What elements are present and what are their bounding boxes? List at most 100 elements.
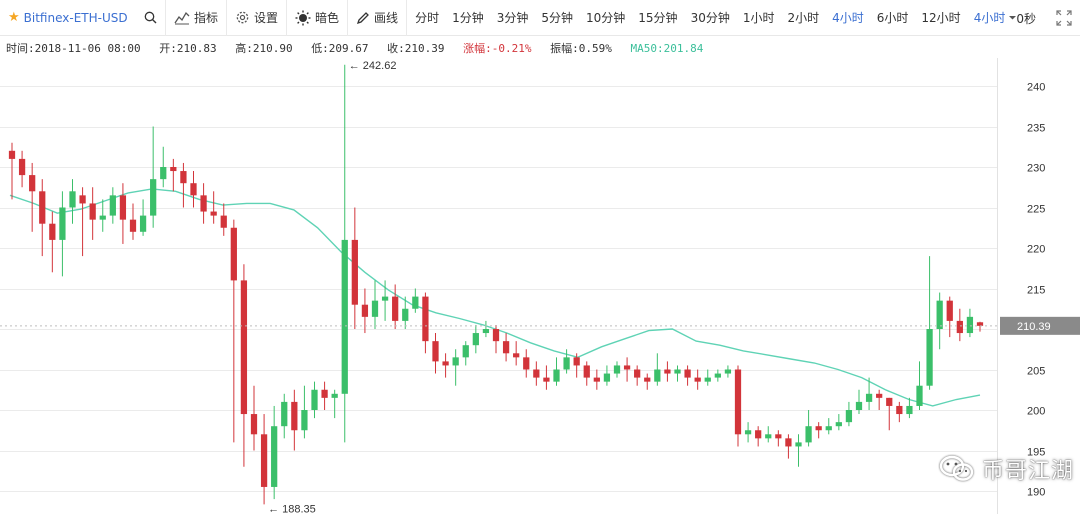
ma50-line <box>9 188 981 407</box>
candle-body <box>432 341 439 362</box>
interval-4hour[interactable]: 4小时 <box>832 11 864 25</box>
candle <box>79 187 86 257</box>
symbol-selector[interactable]: ★ Bitfinex-ETH-USD <box>0 0 166 36</box>
candle <box>825 418 832 435</box>
candle <box>855 389 863 415</box>
info-close: 收:210.39 <box>387 42 445 55</box>
candle-body <box>351 239 358 305</box>
candle <box>412 288 419 313</box>
candle <box>250 385 258 451</box>
candle <box>714 369 721 382</box>
candle <box>613 361 621 378</box>
interval-dropdown-label: 4小时 <box>973 11 1006 25</box>
candle-body <box>8 150 16 159</box>
candle-body <box>553 369 560 382</box>
candle <box>371 280 379 329</box>
candle-body <box>150 179 157 216</box>
interval-12hour[interactable]: 12小时 <box>921 11 961 25</box>
candle <box>876 389 883 410</box>
y-tick-label: 230 <box>1027 163 1045 175</box>
draw-line-button[interactable]: 画线 <box>348 0 408 36</box>
interval-1hour[interactable]: 1小时 <box>742 11 775 25</box>
y-tick-label: 205 <box>1027 366 1045 378</box>
candle-body <box>946 300 953 321</box>
candle <box>815 422 822 439</box>
interval-5min[interactable]: 5分钟 <box>541 11 573 25</box>
interval-2hour[interactable]: 2小时 <box>787 11 820 25</box>
candle <box>956 308 963 342</box>
candle <box>29 162 36 232</box>
y-tick-label: 225 <box>1027 204 1045 216</box>
candle-body <box>160 167 167 180</box>
candle-body <box>442 361 449 366</box>
y-tick-label: 195 <box>1027 447 1045 459</box>
candle <box>351 207 358 329</box>
interval-dropdown[interactable]: 4小时 <box>974 0 1018 36</box>
candle <box>472 324 479 354</box>
candle <box>210 191 217 224</box>
candlestick-chart[interactable]: 190195200205210215220225230235240 ← 242.… <box>0 58 1080 514</box>
candle <box>513 341 520 366</box>
last-price-box <box>1000 316 1080 335</box>
settings-button[interactable]: 设置 <box>227 0 288 36</box>
interval-3min[interactable]: 3分钟 <box>496 11 529 25</box>
candle <box>492 324 500 354</box>
candle-body <box>381 296 389 301</box>
fullscreen-icon[interactable] <box>1056 10 1072 26</box>
candle <box>573 353 580 378</box>
candle <box>906 397 913 419</box>
candle-body <box>775 434 782 439</box>
candle <box>775 430 782 447</box>
watermark-text: 币哥江湖 <box>981 459 1074 484</box>
candle-body <box>89 203 96 220</box>
candle-body <box>18 158 26 176</box>
candle <box>926 256 933 390</box>
candle-body <box>452 357 459 366</box>
indicators-button[interactable]: 指标 <box>166 0 228 36</box>
candle-body <box>644 377 651 382</box>
caret-down-icon <box>1009 16 1017 20</box>
candle <box>694 369 701 390</box>
candle <box>744 422 752 443</box>
candle-body <box>49 223 56 240</box>
candle-body <box>59 207 66 240</box>
interval-6hour[interactable]: 6小时 <box>876 11 909 25</box>
dark-mode-button[interactable]: 暗色 <box>287 0 349 36</box>
interval-10min[interactable]: 10分钟 <box>586 11 626 25</box>
candle-body <box>765 434 772 439</box>
y-tick-label: 215 <box>1027 285 1045 297</box>
candle-body <box>674 369 681 374</box>
candle-body <box>684 369 691 378</box>
candle-body <box>795 442 802 447</box>
candles-layer <box>8 64 984 505</box>
candle-body <box>896 405 903 415</box>
interval-fenshi[interactable]: 分时 <box>415 11 440 25</box>
candle-body <box>714 373 721 378</box>
candle-body <box>744 430 752 435</box>
candle-body <box>805 426 812 443</box>
interval-15min[interactable]: 15分钟 <box>638 11 678 25</box>
star-icon[interactable]: ★ <box>8 10 20 25</box>
candle <box>603 365 611 386</box>
interval-1min[interactable]: 1分钟 <box>452 11 484 25</box>
candle <box>230 219 237 443</box>
candle-body <box>99 215 106 220</box>
search-icon[interactable] <box>141 9 159 27</box>
candle <box>593 369 600 390</box>
candle-body <box>926 329 933 386</box>
annotations-layer: ← 242.62 ← 188.35 210.39 <box>0 60 1080 514</box>
candle-body <box>734 369 742 435</box>
y-tick-label: 235 <box>1027 123 1045 135</box>
candle <box>966 308 974 338</box>
candle-body <box>230 227 237 281</box>
gear-icon <box>236 11 249 24</box>
interval-30min[interactable]: 30分钟 <box>690 11 730 25</box>
candle <box>392 284 399 329</box>
candle <box>442 353 449 378</box>
candle <box>150 126 157 228</box>
candle-body <box>634 369 641 378</box>
candle <box>381 280 389 321</box>
candle <box>301 385 308 439</box>
candle-body <box>29 175 36 192</box>
candle-body <box>825 426 832 431</box>
